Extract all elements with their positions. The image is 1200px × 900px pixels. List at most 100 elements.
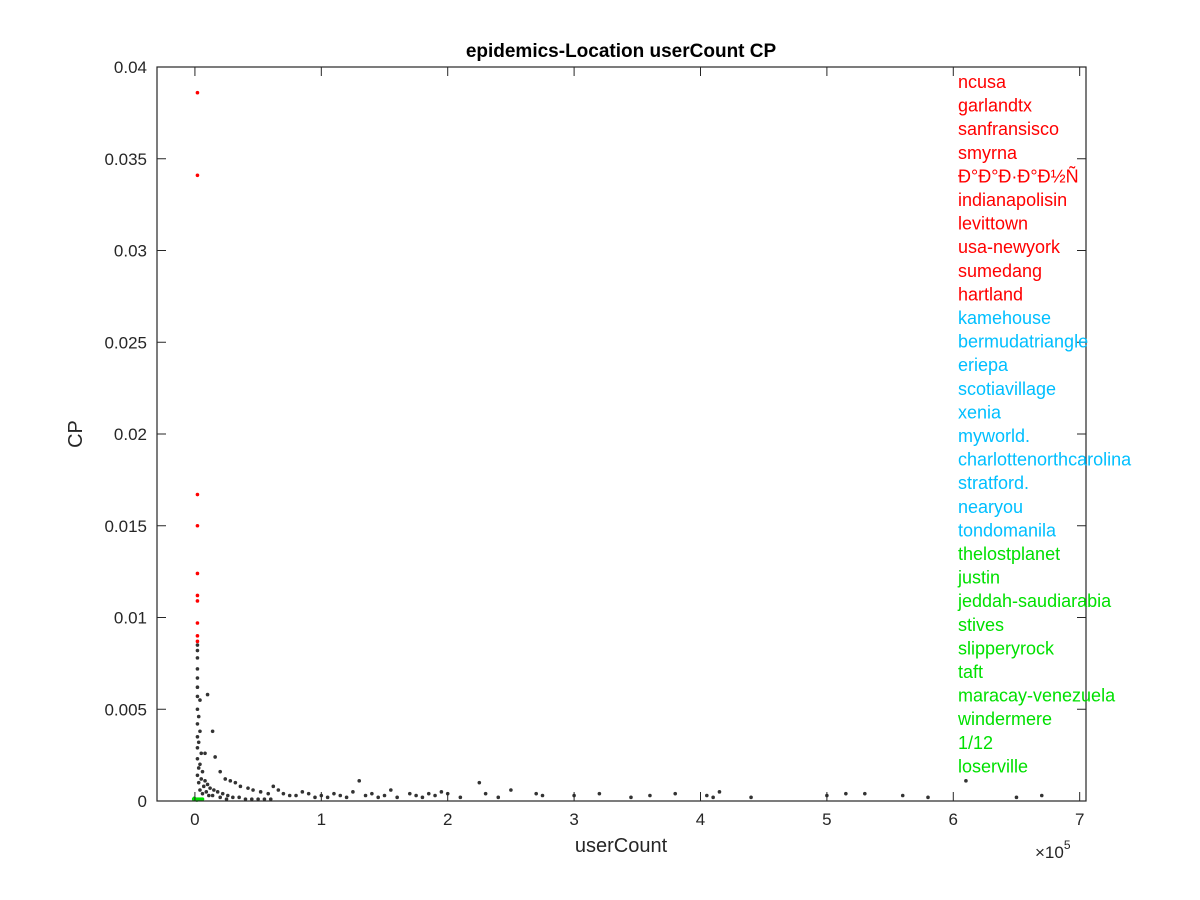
data-point-top [195, 523, 200, 528]
data-point-other [376, 795, 380, 800]
data-point-other [198, 729, 202, 734]
data-point-other [325, 795, 330, 800]
data-point-other [195, 734, 200, 739]
data-point-other [195, 685, 200, 690]
data-point-other [433, 793, 437, 798]
data-point-other [233, 780, 238, 785]
data-point-other [246, 786, 250, 790]
x-axis: 0 1 2 3 4 5 6 7 [190, 67, 1084, 829]
legend-item-mid: nearyou [958, 497, 1023, 517]
data-point-other [863, 791, 867, 796]
data-point-other [1039, 793, 1044, 798]
data-point-other [276, 788, 281, 792]
legend-item-top: smyrna [958, 143, 1018, 163]
legend-item-mid: bermudatriangle [958, 332, 1088, 352]
y-tick-label: 0.02 [114, 425, 147, 444]
data-point-top [195, 621, 200, 625]
data-point-other [195, 656, 200, 660]
x-axis-label: userCount [575, 835, 668, 857]
legend-item-low: slipperyrock [958, 638, 1055, 658]
legend-item-top: Ð°Ð°Ð·Ð°Ð½Ñ [958, 165, 1079, 186]
data-point-other [218, 769, 222, 774]
data-point-other [198, 698, 202, 702]
data-point-other [195, 773, 200, 778]
legend-item-top: levittown [958, 214, 1028, 234]
x-tick-label: 1 [317, 810, 326, 829]
data-point-other [249, 797, 254, 801]
data-point-other [717, 790, 722, 794]
y-tick-label: 0.015 [104, 517, 147, 536]
data-point-other [218, 795, 222, 800]
data-point-other [195, 756, 200, 761]
data-point-other [195, 643, 200, 647]
data-point-other [203, 751, 207, 756]
legend-item-mid: myworld. [958, 426, 1030, 446]
y-tick-label: 0.025 [104, 333, 147, 352]
legend-item-top: usa-newyork [958, 237, 1061, 257]
legend-item-low: taft [958, 662, 983, 682]
data-point-other [705, 793, 709, 798]
data-point-other [228, 779, 233, 783]
y-tick-label: 0.03 [114, 242, 147, 261]
legend-item-mid: kamehouse [958, 308, 1051, 328]
data-point-other [207, 793, 211, 798]
data-point-other [648, 793, 652, 798]
data-point-other [258, 790, 263, 794]
data-point-other [210, 793, 215, 798]
data-point-top [195, 639, 200, 644]
data-point-top [195, 593, 200, 598]
data-point-other [225, 793, 230, 798]
data-point-other [673, 791, 678, 796]
legend-item-low: thelostplanet [958, 544, 1060, 564]
data-point-other [382, 793, 387, 798]
data-point-other [215, 790, 220, 794]
data-point-other [332, 791, 336, 796]
data-point-other [300, 790, 305, 794]
data-point-other [195, 676, 200, 680]
x-tick-label: 6 [949, 810, 958, 829]
y-tick-label: 0.01 [114, 609, 147, 628]
data-point-other [509, 788, 513, 792]
data-point-other [210, 729, 215, 734]
data-point-other [196, 766, 201, 770]
data-point-other [198, 762, 202, 767]
legend-item-mid: charlottenorthcarolina [958, 450, 1132, 470]
data-point-other [238, 784, 243, 789]
data-point-other [629, 795, 633, 800]
data-point-other [395, 795, 399, 800]
data-point-other [338, 793, 343, 798]
data-point-other [363, 793, 368, 798]
y-axis: 0 0.005 0.01 0.015 0.02 0.025 0.03 0.035 0.04 [104, 58, 1086, 811]
data-point-other [195, 745, 200, 750]
data-point-other [195, 667, 200, 671]
data-point-other [256, 797, 260, 801]
data-point-other [195, 722, 200, 726]
legend-item-low: windermere [957, 709, 1052, 729]
y-tick-label: 0.035 [104, 150, 147, 169]
legend-item-low: 1/12 [958, 733, 993, 753]
data-point-top [195, 90, 200, 95]
legend-item-mid: stratford. [958, 473, 1029, 493]
data-point-other [534, 791, 538, 796]
legend-item-top: hartland [958, 284, 1023, 304]
data-point-other [196, 780, 201, 785]
x-tick-label: 7 [1075, 810, 1084, 829]
data-point-other [370, 791, 374, 796]
y-axis-label: CP [65, 420, 87, 448]
data-point-other [389, 788, 393, 792]
data-point-other [201, 784, 206, 789]
data-point-other [251, 788, 255, 792]
legend-item-low: loserville [958, 756, 1028, 776]
data-point-other [597, 791, 602, 796]
y-tick-label: 0.005 [104, 700, 147, 719]
data-point-other [313, 795, 317, 800]
data-point-other [483, 791, 488, 796]
data-point-other [306, 791, 311, 796]
legend-item-top: sanfransisco [958, 119, 1059, 139]
data-point-other [964, 779, 968, 783]
data-point-other [199, 751, 204, 756]
data-point-other [271, 784, 276, 789]
data-point-other [344, 795, 349, 800]
legend-item-low: justin [957, 568, 1000, 588]
